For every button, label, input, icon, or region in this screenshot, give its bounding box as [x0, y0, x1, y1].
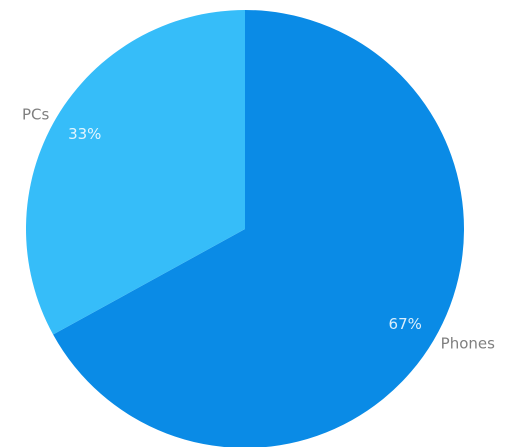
- pie-labels: 67% Phones 33% PCs: [22, 105, 495, 352]
- data-label-pcs: 33%: [68, 125, 101, 143]
- category-label-pcs: PCs: [22, 105, 50, 123]
- data-label-phones: 67%: [389, 315, 422, 333]
- category-label-phones: Phones: [441, 335, 495, 353]
- pie-slices: [26, 10, 464, 447]
- pie-slice-pcs: [26, 10, 245, 335]
- pie-slice-phones: [53, 10, 464, 447]
